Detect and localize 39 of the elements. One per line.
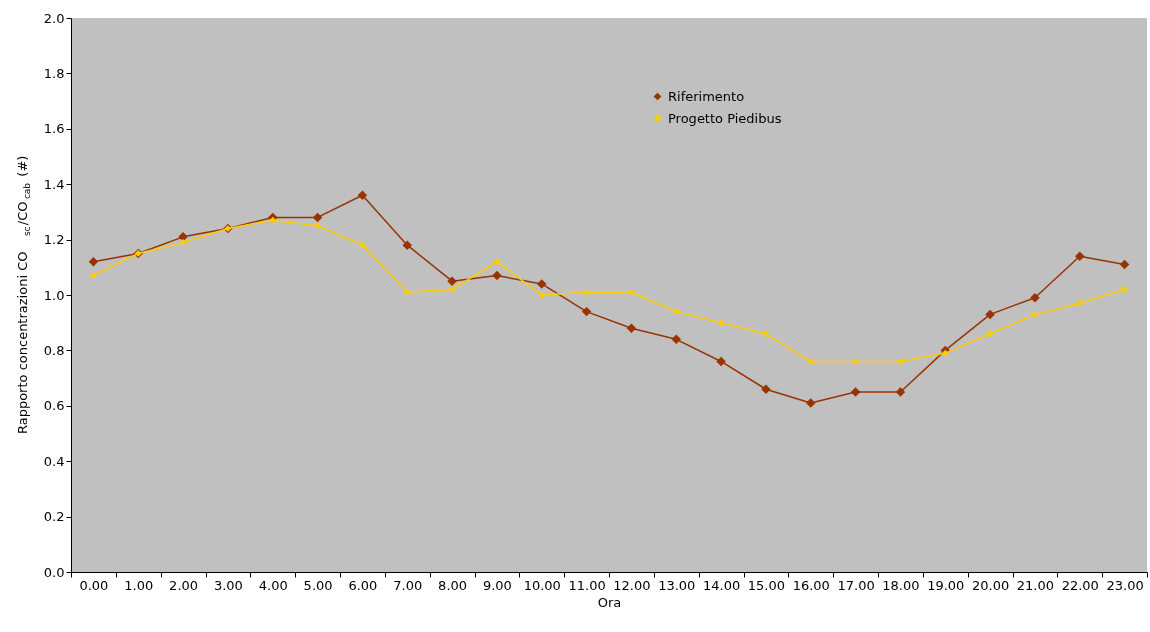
x-tick-label: 10.00 (523, 577, 561, 593)
y-axis-title: Rapporto concentrazioni COsc/COcab (#) (15, 155, 32, 435)
y-tick-label: 0.4 (43, 453, 65, 469)
x-tick-label: 7.00 (393, 577, 423, 593)
x-tick-label: 18.00 (882, 577, 920, 593)
x-axis-title: Ora (597, 594, 622, 610)
x-tick-label: 14.00 (702, 577, 741, 593)
x-tick-label: 21.00 (1016, 577, 1055, 593)
y-tick-label: 2.0 (43, 10, 65, 26)
y-tick-label: 0.0 (43, 564, 65, 580)
x-tick-label: 2.00 (169, 577, 199, 593)
x-tick-label: 19.00 (927, 577, 965, 593)
x-tick-label: 11.00 (568, 577, 606, 593)
x-tick-label: 22.00 (1061, 577, 1099, 593)
legend-label: Progetto Piedibus (668, 110, 782, 126)
y-tick-label: 1.4 (43, 176, 65, 192)
x-tick-label: 8.00 (438, 577, 468, 593)
x-tick-label: 23.00 (1106, 577, 1144, 593)
x-tick-label: 6.00 (348, 577, 378, 593)
y-tick-label: 0.2 (43, 509, 65, 525)
x-tick-label: 1.00 (124, 577, 154, 593)
x-tick-label: 15.00 (747, 577, 786, 593)
x-tick-label: 13.00 (658, 577, 696, 593)
x-tick-label: 12.00 (613, 577, 651, 593)
x-tick-label: 17.00 (837, 577, 875, 593)
y-tick-label: 1.0 (43, 287, 65, 303)
y-tick-label: 1.6 (43, 121, 65, 137)
x-tick-label: 16.00 (792, 577, 830, 593)
x-tick-label: 3.00 (213, 577, 243, 593)
y-tick-label: 0.6 (43, 398, 65, 414)
x-tick-label: 5.00 (303, 577, 333, 593)
x-tick-label: 20.00 (971, 577, 1010, 593)
x-tick-label: 9.00 (482, 577, 512, 593)
y-tick-label: 1.8 (43, 65, 65, 81)
y-tick-label: 0.8 (43, 342, 65, 358)
x-tick-label: 4.00 (258, 577, 288, 593)
x-tick-label: 0.00 (79, 577, 109, 593)
y-tick-label: 1.2 (43, 232, 65, 248)
legend-label: Riferimento (668, 88, 745, 104)
